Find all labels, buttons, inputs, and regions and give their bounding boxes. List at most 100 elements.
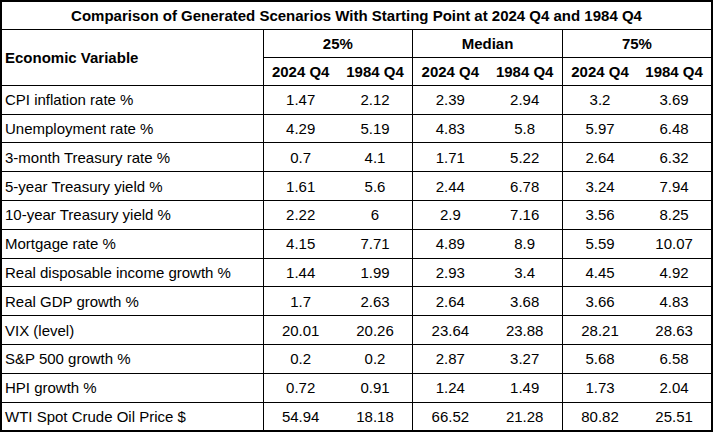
cell-25-2024: 54.94 xyxy=(263,402,338,431)
cell-25-1984: 1.99 xyxy=(338,258,413,287)
cell-median-1984: 8.9 xyxy=(487,229,562,258)
sub-header-75-2024: 2024 Q4 xyxy=(562,58,637,86)
cell-25-1984: 4.1 xyxy=(338,143,413,172)
cell-median-2024: 66.52 xyxy=(413,402,488,431)
cell-median-2024: 2.44 xyxy=(413,172,488,201)
table-row: Mortgage rate % 4.15 7.71 4.89 8.9 5.59 … xyxy=(1,229,712,258)
cell-25-2024: 2.22 xyxy=(263,201,338,230)
row-label: 5-year Treasury yield % xyxy=(1,172,263,201)
cell-75-1984: 2.04 xyxy=(637,373,712,402)
sub-header-25-1984: 1984 Q4 xyxy=(338,58,413,86)
cell-25-1984: 5.19 xyxy=(338,114,413,143)
cell-25-1984: 0.91 xyxy=(338,373,413,402)
group-header-row: Economic Variable 25% Median 75% xyxy=(1,30,712,58)
cell-75-1984: 6.58 xyxy=(637,345,712,374)
cell-median-2024: 1.24 xyxy=(413,373,488,402)
sub-header-75-1984: 1984 Q4 xyxy=(637,58,712,86)
cell-75-1984: 7.94 xyxy=(637,172,712,201)
cell-median-2024: 2.93 xyxy=(413,258,488,287)
cell-25-2024: 1.47 xyxy=(263,85,338,114)
cell-25-1984: 0.2 xyxy=(338,345,413,374)
cell-75-2024: 3.56 xyxy=(562,201,637,230)
cell-75-2024: 3.2 xyxy=(562,85,637,114)
cell-75-2024: 5.59 xyxy=(562,229,637,258)
cell-median-1984: 1.49 xyxy=(487,373,562,402)
cell-median-2024: 2.39 xyxy=(413,85,488,114)
cell-median-1984: 6.78 xyxy=(487,172,562,201)
cell-median-1984: 3.27 xyxy=(487,345,562,374)
cell-75-2024: 3.66 xyxy=(562,287,637,316)
cell-median-2024: 2.64 xyxy=(413,287,488,316)
cell-25-2024: 0.2 xyxy=(263,345,338,374)
cell-25-2024: 1.44 xyxy=(263,258,338,287)
group-header-median: Median xyxy=(413,30,563,58)
cell-75-1984: 25.51 xyxy=(637,402,712,431)
cell-median-1984: 5.22 xyxy=(487,143,562,172)
cell-75-2024: 28.21 xyxy=(562,316,637,345)
group-header-75: 75% xyxy=(562,30,712,58)
table-row: 10-year Treasury yield % 2.22 6 2.9 7.16… xyxy=(1,201,712,230)
cell-75-1984: 6.32 xyxy=(637,143,712,172)
cell-25-1984: 20.26 xyxy=(338,316,413,345)
cell-25-2024: 0.72 xyxy=(263,373,338,402)
cell-75-1984: 8.25 xyxy=(637,201,712,230)
cell-25-2024: 1.7 xyxy=(263,287,338,316)
row-label: WTI Spot Crude Oil Price $ xyxy=(1,402,263,431)
row-label: HPI growth % xyxy=(1,373,263,402)
title-row: Comparison of Generated Scenarios With S… xyxy=(1,1,712,30)
row-label: CPI inflation rate % xyxy=(1,85,263,114)
cell-median-1984: 3.68 xyxy=(487,287,562,316)
table-row: 5-year Treasury yield % 1.61 5.6 2.44 6.… xyxy=(1,172,712,201)
table-row: WTI Spot Crude Oil Price $ 54.94 18.18 6… xyxy=(1,402,712,431)
cell-median-2024: 1.71 xyxy=(413,143,488,172)
cell-75-1984: 28.63 xyxy=(637,316,712,345)
cell-median-2024: 4.89 xyxy=(413,229,488,258)
cell-median-1984: 23.88 xyxy=(487,316,562,345)
cell-median-1984: 5.8 xyxy=(487,114,562,143)
row-label: Unemployment rate % xyxy=(1,114,263,143)
cell-25-1984: 2.63 xyxy=(338,287,413,316)
cell-75-1984: 4.83 xyxy=(637,287,712,316)
row-label: S&P 500 growth % xyxy=(1,345,263,374)
table-row: VIX (level) 20.01 20.26 23.64 23.88 28.2… xyxy=(1,316,712,345)
cell-75-1984: 4.92 xyxy=(637,258,712,287)
cell-25-2024: 1.61 xyxy=(263,172,338,201)
row-label: 10-year Treasury yield % xyxy=(1,201,263,230)
cell-75-1984: 3.69 xyxy=(637,85,712,114)
cell-median-1984: 21.28 xyxy=(487,402,562,431)
table-row: Unemployment rate % 4.29 5.19 4.83 5.8 5… xyxy=(1,114,712,143)
table-row: Real disposable income growth % 1.44 1.9… xyxy=(1,258,712,287)
cell-25-1984: 2.12 xyxy=(338,85,413,114)
row-label: Real GDP growth % xyxy=(1,287,263,316)
cell-75-1984: 10.07 xyxy=(637,229,712,258)
cell-75-2024: 5.68 xyxy=(562,345,637,374)
cell-25-2024: 4.29 xyxy=(263,114,338,143)
cell-25-1984: 5.6 xyxy=(338,172,413,201)
table-row: HPI growth % 0.72 0.91 1.24 1.49 1.73 2.… xyxy=(1,373,712,402)
cell-25-1984: 18.18 xyxy=(338,402,413,431)
cell-75-2024: 80.82 xyxy=(562,402,637,431)
cell-25-2024: 4.15 xyxy=(263,229,338,258)
cell-75-2024: 4.45 xyxy=(562,258,637,287)
cell-median-2024: 2.87 xyxy=(413,345,488,374)
cell-25-1984: 7.71 xyxy=(338,229,413,258)
table-row: CPI inflation rate % 1.47 2.12 2.39 2.94… xyxy=(1,85,712,114)
row-label: VIX (level) xyxy=(1,316,263,345)
cell-median-2024: 4.83 xyxy=(413,114,488,143)
corner-header: Economic Variable xyxy=(1,30,263,86)
sub-header-median-1984: 1984 Q4 xyxy=(487,58,562,86)
row-label: Real disposable income growth % xyxy=(1,258,263,287)
sub-header-25-2024: 2024 Q4 xyxy=(263,58,338,86)
table-row: 3-month Treasury rate % 0.7 4.1 1.71 5.2… xyxy=(1,143,712,172)
scenario-comparison-table: Comparison of Generated Scenarios With S… xyxy=(0,0,713,432)
row-label: 3-month Treasury rate % xyxy=(1,143,263,172)
cell-25-1984: 6 xyxy=(338,201,413,230)
cell-75-2024: 2.64 xyxy=(562,143,637,172)
cell-median-2024: 23.64 xyxy=(413,316,488,345)
cell-75-2024: 1.73 xyxy=(562,373,637,402)
table-row: S&P 500 growth % 0.2 0.2 2.87 3.27 5.68 … xyxy=(1,345,712,374)
sub-header-median-2024: 2024 Q4 xyxy=(413,58,488,86)
row-label: Mortgage rate % xyxy=(1,229,263,258)
cell-75-2024: 3.24 xyxy=(562,172,637,201)
cell-75-1984: 6.48 xyxy=(637,114,712,143)
